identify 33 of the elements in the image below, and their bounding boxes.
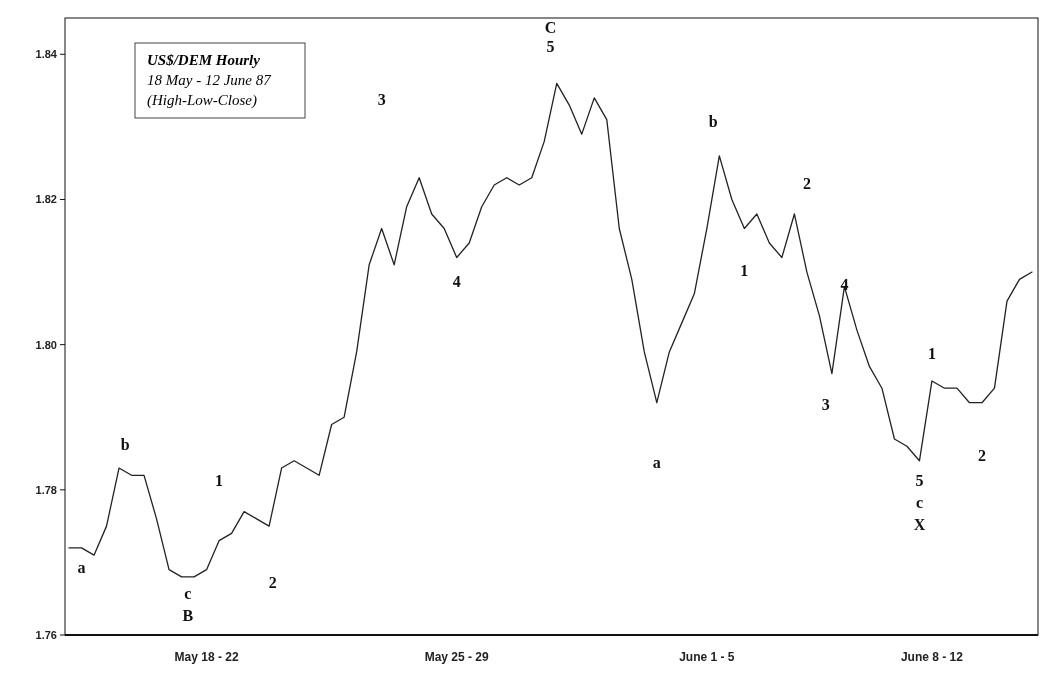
x-tick-label: June 1 - 5 — [679, 650, 735, 664]
annotation: B — [182, 606, 194, 624]
annotation: 1 — [215, 472, 224, 490]
annotation: C — [544, 18, 557, 36]
text: 18 May - 12 June 87 — [147, 72, 273, 88]
y-tick-label: 1.82 — [35, 193, 57, 206]
annotation: c — [915, 494, 923, 512]
y-tick-label: 1.84 — [35, 48, 58, 61]
x-tick-label: May 18 - 22 — [174, 650, 239, 664]
annotation: 2 — [802, 174, 811, 192]
annotation: 4 — [840, 276, 849, 294]
annotation: a — [77, 559, 86, 577]
y-tick-label: 1.80 — [35, 338, 57, 351]
annotation: 3 — [821, 396, 830, 414]
annotation: 4 — [452, 272, 461, 290]
x-tick-label: May 25 - 29 — [424, 650, 490, 664]
annotation: c — [184, 584, 192, 602]
annotation: 5 — [546, 38, 555, 56]
annotation: 1 — [927, 345, 936, 363]
annotation: a — [652, 454, 661, 472]
text: US$/DEM Hourly — [147, 52, 261, 68]
y-tick-label: 1.78 — [35, 483, 57, 496]
annotation: (High-Low-Close) — [147, 92, 257, 109]
annotation: b — [120, 435, 130, 453]
annotation: b — [708, 112, 718, 130]
annotation: 3 — [377, 91, 386, 109]
annotation: 5 — [915, 472, 924, 490]
y-tick-label: 1.76 — [35, 629, 57, 641]
annotation: 1 — [740, 261, 749, 279]
annotation: X — [913, 515, 926, 533]
annotation: 2 — [977, 446, 986, 464]
x-tick-label: June 8 - 12 — [900, 650, 964, 664]
annotation: 2 — [268, 573, 277, 591]
